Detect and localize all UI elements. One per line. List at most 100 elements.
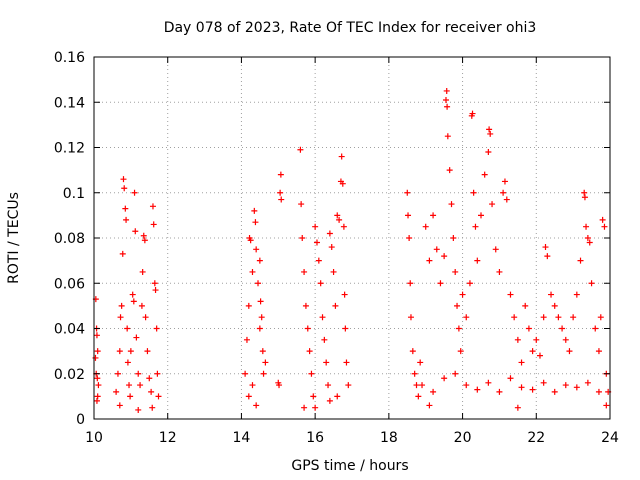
data-point-marker	[518, 359, 525, 366]
data-point-marker	[573, 384, 580, 391]
data-point-marker	[326, 397, 333, 404]
y-tick-label: 0.08	[54, 231, 85, 247]
data-point-marker	[455, 325, 462, 332]
data-point-marker	[566, 348, 573, 355]
data-point-marker	[559, 325, 566, 332]
x-tick-label: 10	[85, 430, 103, 446]
data-point-marker	[422, 223, 429, 230]
data-point-marker	[124, 325, 131, 332]
data-point-marker	[514, 404, 521, 411]
data-point-marker	[595, 348, 602, 355]
data-point-marker	[555, 314, 562, 321]
data-point-marker	[95, 382, 102, 389]
data-point-marker	[330, 268, 337, 275]
data-point-marker	[437, 280, 444, 287]
data-point-marker	[94, 393, 101, 400]
data-point-marker	[251, 207, 258, 214]
data-point-marker	[123, 216, 130, 223]
data-point-marker	[131, 189, 138, 196]
data-point-marker	[257, 298, 264, 305]
data-point-marker	[415, 393, 422, 400]
data-point-marker	[138, 302, 145, 309]
data-point-marker	[525, 325, 532, 332]
data-point-marker	[142, 314, 149, 321]
data-point-marker	[586, 239, 593, 246]
data-point-marker	[573, 291, 580, 298]
data-point-marker	[252, 219, 259, 226]
data-point-marker	[562, 336, 569, 343]
data-point-marker	[155, 393, 162, 400]
data-point-marker	[544, 253, 551, 260]
data-point-marker	[577, 257, 584, 264]
data-point-marker	[255, 280, 262, 287]
data-point-marker	[501, 178, 508, 185]
data-point-marker	[312, 404, 319, 411]
data-point-marker	[121, 185, 128, 192]
data-point-marker	[459, 291, 466, 298]
data-point-marker	[533, 336, 540, 343]
x-tick-label: 16	[306, 430, 324, 446]
data-point-marker	[144, 348, 151, 355]
y-tick-label: 0.1	[63, 186, 85, 202]
data-point-marker	[132, 228, 139, 235]
data-point-marker	[584, 235, 591, 241]
data-point-marker	[583, 223, 590, 230]
data-point-marker	[259, 348, 266, 355]
data-point-marker	[446, 167, 453, 174]
data-point-marker	[454, 302, 461, 309]
data-point-marker	[151, 280, 158, 287]
data-point-marker	[339, 180, 346, 187]
data-point-marker	[562, 382, 569, 389]
data-point-marker	[319, 314, 326, 321]
data-point-marker	[514, 336, 521, 343]
data-point-marker	[130, 298, 137, 305]
data-point-marker	[93, 397, 100, 404]
data-point-marker	[124, 359, 131, 366]
data-point-marker	[551, 302, 558, 309]
data-point-marker	[127, 348, 134, 355]
x-tick-label: 24	[601, 430, 619, 446]
data-point-marker	[518, 384, 525, 391]
data-point-marker	[328, 244, 335, 251]
data-point-marker	[489, 201, 496, 208]
data-point-marker	[529, 386, 536, 393]
data-point-marker	[426, 257, 433, 264]
data-point-marker	[297, 146, 304, 153]
data-point-marker	[463, 314, 470, 321]
data-point-marker	[430, 212, 437, 219]
data-point-marker	[452, 268, 459, 275]
data-point-marker	[481, 171, 488, 178]
data-point-marker	[409, 348, 416, 355]
y-tick-label: 0.04	[54, 322, 85, 338]
data-point-marker	[406, 235, 413, 241]
data-point-marker	[485, 379, 492, 386]
data-point-marker	[581, 189, 588, 196]
data-point-marker	[441, 375, 448, 382]
data-point-marker	[243, 336, 250, 343]
data-point-marker	[511, 314, 518, 321]
data-point-marker	[133, 334, 140, 341]
data-point-marker	[299, 235, 306, 241]
data-point-marker	[472, 223, 479, 230]
data-point-marker	[277, 171, 284, 178]
data-point-marker	[345, 382, 352, 389]
chart-title: Day 078 of 2023, Rate Of TEC Index for r…	[164, 20, 537, 36]
data-point-marker	[417, 359, 424, 366]
data-point-marker	[256, 325, 263, 332]
data-point-marker	[258, 314, 265, 321]
data-point-marker	[411, 370, 418, 377]
data-point-marker	[470, 189, 477, 196]
data-point-marker	[448, 201, 455, 208]
data-point-marker	[584, 379, 591, 386]
data-point-marker	[122, 205, 129, 212]
data-point-marker	[253, 246, 260, 253]
x-tick-label: 18	[380, 430, 398, 446]
data-point-marker	[152, 287, 159, 294]
data-point-marker	[486, 126, 493, 133]
data-point-marker	[540, 379, 547, 386]
data-point-marker	[334, 212, 341, 219]
data-point-marker	[487, 130, 494, 137]
data-point-marker	[413, 382, 420, 389]
data-point-marker	[341, 291, 348, 298]
